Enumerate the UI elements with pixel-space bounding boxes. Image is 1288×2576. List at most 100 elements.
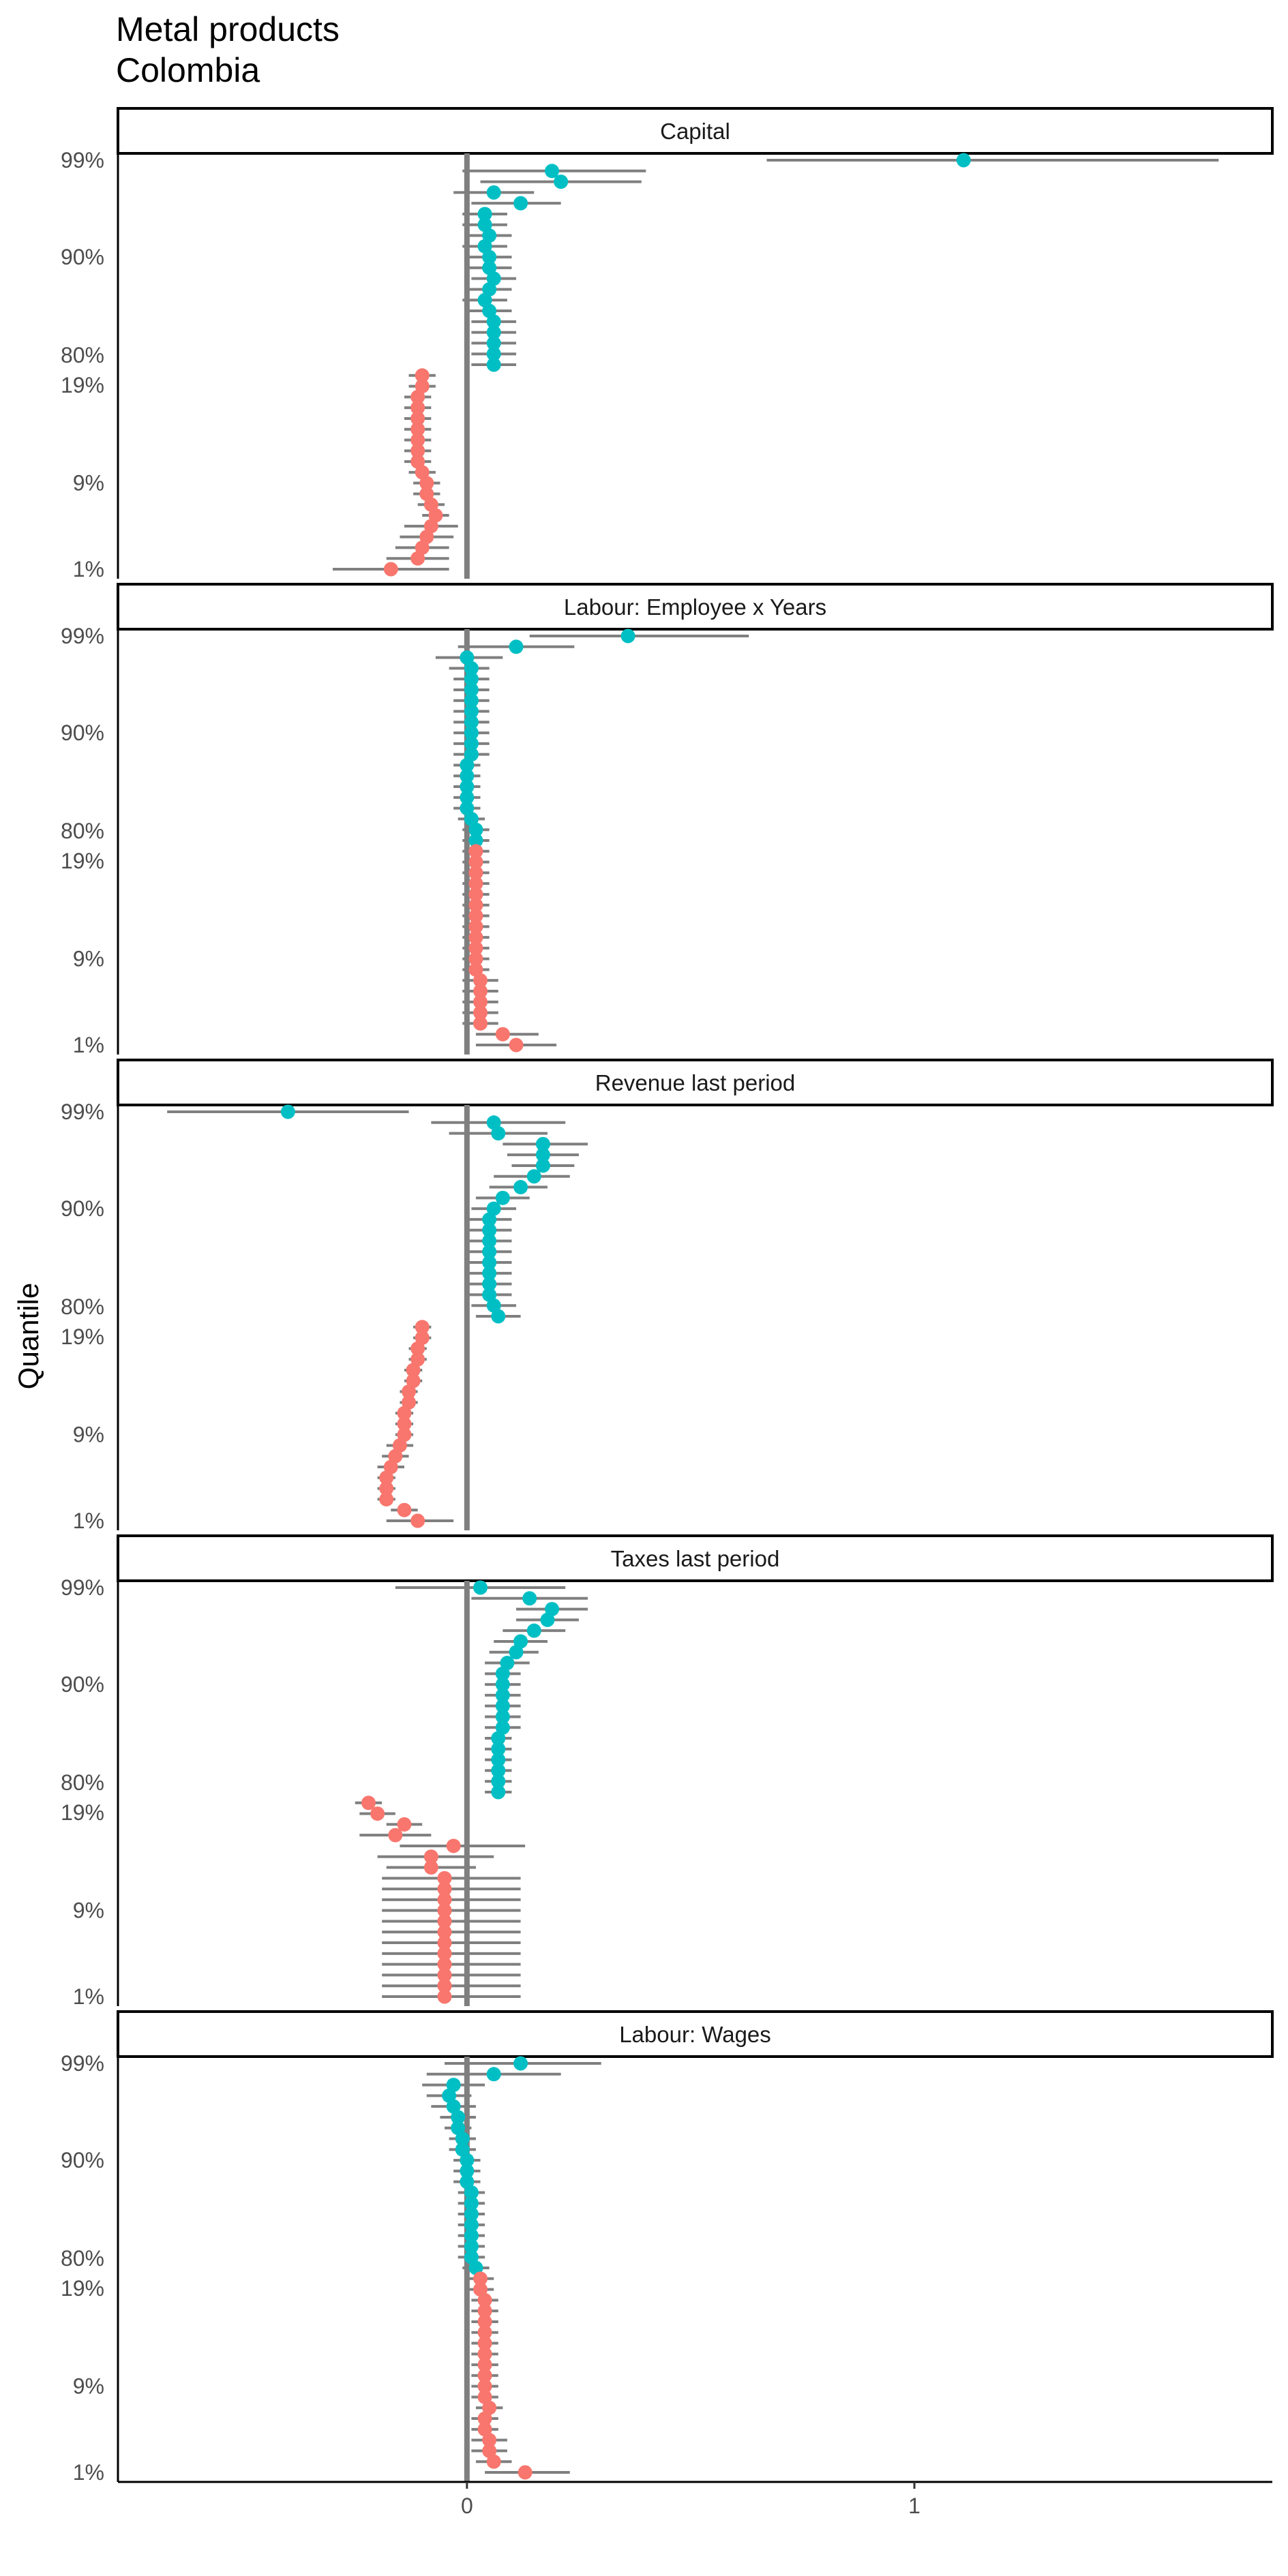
y-tick-label: 90% (61, 1196, 104, 1221)
estimate-point-upper (477, 207, 492, 222)
estimate-point-upper (464, 2228, 479, 2243)
estimate-point-upper (486, 346, 501, 361)
estimate-point-upper (460, 2164, 475, 2179)
estimate-point-lower (437, 1935, 452, 1950)
y-tick-label: 90% (61, 721, 104, 745)
estimate-point-lower (477, 2379, 492, 2394)
estimate-point-lower (477, 2411, 492, 2426)
facet-strip-label: Revenue last period (595, 1070, 796, 1095)
estimate-point-upper (477, 239, 492, 254)
estimate-point-lower (406, 1363, 421, 1378)
y-tick-label: 1% (73, 1509, 104, 1533)
estimate-point-lower (388, 1828, 403, 1843)
estimate-point-lower (473, 995, 488, 1010)
estimate-point-lower (477, 2303, 492, 2318)
estimate-point-upper (486, 1115, 501, 1130)
estimate-point-upper (620, 628, 635, 643)
estimate-point-lower (468, 844, 483, 859)
y-tick-label: 99% (61, 1100, 104, 1124)
y-tick-label: 99% (61, 2051, 104, 2076)
estimate-point-upper (482, 282, 497, 297)
estimate-point-upper (482, 1266, 497, 1281)
estimate-point-lower (473, 984, 488, 999)
y-tick-label: 80% (61, 2246, 104, 2271)
estimate-point-upper (491, 1753, 506, 1768)
estimate-point-lower (477, 2368, 492, 2383)
estimate-point-upper (473, 1580, 488, 1595)
facet-strip (117, 1059, 1274, 1106)
estimate-point-lower (397, 1406, 412, 1421)
estimate-point-lower (473, 1016, 488, 1031)
estimate-point-lower (468, 898, 483, 913)
estimate-point-lower (410, 443, 425, 458)
estimate-point-lower (410, 433, 425, 448)
estimate-point-upper (464, 693, 479, 708)
estimate-point-upper (513, 1634, 528, 1649)
estimate-point-upper (491, 1774, 506, 1789)
estimate-point-lower (482, 2400, 497, 2415)
y-tick-label: 19% (61, 373, 104, 397)
estimate-point-lower (437, 1903, 452, 1918)
estimate-point-lower (437, 1924, 452, 1939)
y-tick-label: 80% (61, 343, 104, 367)
estimate-point-upper (460, 790, 475, 805)
estimate-point-lower (446, 1838, 461, 1853)
facet-panel-labour-wages: Labour: Wages 99% 90% 80% 19% 9% 1% (61, 2010, 1274, 2485)
y-tick-label: 90% (61, 245, 104, 269)
estimate-point-lower (468, 941, 483, 956)
estimate-point-upper (491, 1785, 506, 1800)
estimate-point-lower (477, 2389, 492, 2404)
facet-strip (117, 2010, 1274, 2058)
estimate-point-upper (535, 1147, 550, 1162)
estimate-point-lower (477, 2422, 492, 2437)
estimate-point-upper (545, 1602, 560, 1617)
estimate-point-lower (361, 1795, 376, 1810)
estimate-point-lower (486, 2454, 501, 2469)
estimate-point-upper (464, 736, 479, 751)
estimate-point-lower (397, 1502, 412, 1517)
estimate-point-lower (437, 1967, 452, 1982)
chart-subtitle: Colombia (116, 51, 260, 89)
estimate-point-upper (455, 2132, 470, 2147)
estimate-point-upper (500, 1656, 515, 1671)
estimate-point-lower (397, 1427, 412, 1442)
y-tick-label: 99% (61, 148, 104, 172)
facet-strip (117, 1534, 1274, 1582)
estimate-point-lower (388, 1449, 403, 1464)
estimate-point-lower (415, 540, 430, 555)
estimate-point-lower (379, 1470, 394, 1485)
estimate-point-upper (477, 292, 492, 307)
estimate-point-upper (486, 357, 501, 372)
estimate-point-lower (410, 422, 425, 437)
estimate-point-upper (460, 801, 475, 816)
estimate-point-upper (513, 196, 528, 211)
y-tick-label: 1% (73, 557, 104, 581)
y-tick-label: 99% (61, 1575, 104, 1600)
estimate-point-upper (460, 2153, 475, 2168)
estimate-point-lower (437, 1892, 452, 1907)
y-tick-label: 1% (73, 1033, 104, 1057)
estimate-point-upper (460, 2175, 475, 2189)
facet-strip-label: Capital (660, 119, 730, 144)
estimate-point-upper (491, 1731, 506, 1746)
estimate-point-upper (482, 1244, 497, 1259)
estimate-point-upper (486, 1298, 501, 1313)
estimate-point-lower (477, 2357, 492, 2372)
estimate-point-upper (464, 2217, 479, 2232)
facet-panel-taxes-last-period: Taxes last period 99% 90% 80% 19% 9% 1% (61, 1534, 1274, 2009)
estimate-point-upper (451, 2110, 466, 2125)
estimate-point-lower (437, 1913, 452, 1928)
estimate-point-lower (477, 2346, 492, 2361)
estimate-point-upper (468, 2260, 483, 2275)
estimate-point-lower (477, 2292, 492, 2307)
estimate-point-lower (392, 1438, 407, 1453)
estimate-point-lower (468, 930, 483, 945)
estimate-point-lower (415, 368, 430, 383)
estimate-point-upper (442, 2088, 457, 2103)
estimate-point-lower (402, 1384, 417, 1399)
estimate-point-upper (486, 185, 501, 200)
facet-panel-revenue-last-period: Revenue last period 99% 90% 80% 19% 9% 1% (61, 1059, 1274, 1533)
estimate-point-lower (477, 2325, 492, 2340)
y-tick-label: 9% (73, 2374, 104, 2399)
